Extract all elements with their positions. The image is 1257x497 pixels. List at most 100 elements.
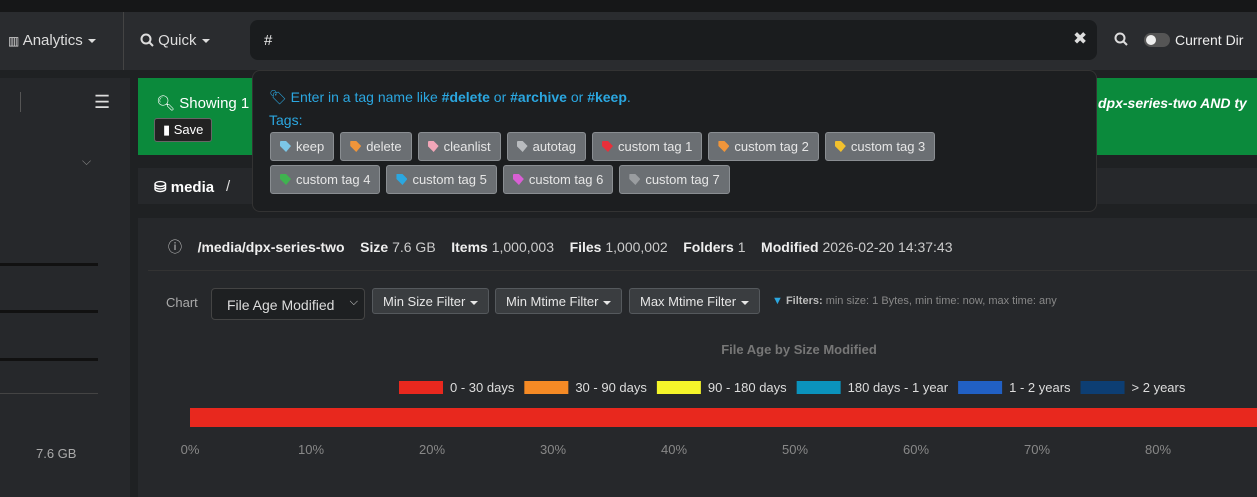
divider [123, 12, 124, 70]
max-mtime-filter[interactable]: Max Mtime Filter [629, 288, 761, 314]
tag-button[interactable]: custom tag 4 [270, 165, 381, 194]
x-tick-label: 10% [298, 442, 324, 457]
tag-button[interactable]: custom tag 1 [591, 132, 703, 161]
info-path: /media/dpx-series-two [197, 239, 345, 255]
filters: ▼ Filters: min size: 1 Bytes, min time: … [772, 295, 1057, 307]
tag-list: keep delete cleanlist autotag custom tag 1 cu… [270, 132, 980, 198]
sidebar-size: 7.6 GB [36, 446, 77, 461]
sep [148, 270, 1257, 271]
tag-hint: 🏷︎ Enter in a tag name like #delete or #… [269, 89, 631, 105]
tag-button[interactable]: autotag [506, 132, 586, 161]
tag-icon [280, 141, 291, 152]
save-button[interactable]: ▮ Save [154, 118, 213, 142]
tag-label: custom tag 6 [528, 172, 604, 187]
divider [20, 92, 21, 112]
card: ⓘ /media/dpx-series-two Size 7.6 GB Item… [138, 218, 1257, 497]
search-text: # [264, 32, 273, 49]
tag-label: custom tag 1 [617, 139, 693, 154]
chart: File Age by Size Modified 0 - 30 days 30 … [181, 342, 1257, 457]
tag-label: custom tag 7 [645, 172, 720, 187]
folders-value: 1 [737, 239, 746, 255]
x-tick-label: 40% [661, 442, 687, 457]
legend-swatch [958, 381, 1003, 394]
hint-end: . [626, 89, 631, 105]
tag-label: custom tag 2 [734, 139, 809, 154]
tag-button[interactable]: cleanlist [417, 132, 501, 161]
tag-icon [350, 141, 362, 152]
tags-label: Tags: [269, 112, 303, 128]
crumb-root[interactable]: ⛁ media [154, 179, 215, 196]
search-icon [140, 33, 154, 47]
items-label: Items [451, 239, 488, 255]
modified-label: Modified [761, 239, 819, 255]
min-size-filter[interactable]: Min Size Filter [372, 288, 490, 314]
info-line: ⓘ /media/dpx-series-two Size 7.6 GB Item… [168, 239, 953, 255]
crumb-root-label: media [170, 179, 215, 196]
tag-label: cleanlist [443, 139, 491, 154]
tag-button[interactable]: custom tag 5 [386, 165, 497, 194]
toggle[interactable] [1144, 33, 1170, 47]
alert-showing: 🔍︎ Showing 1 [156, 95, 250, 112]
x-tick-label: 30% [540, 442, 566, 457]
x-tick-label: 80% [1145, 442, 1171, 457]
tag-icon [834, 141, 846, 152]
tag-icon [280, 174, 291, 185]
sep [0, 310, 98, 313]
chart-select[interactable]: File Age Modified ⌵ [211, 288, 365, 320]
hint-tag: #keep [587, 89, 627, 105]
quick-menu[interactable]: Quick [140, 32, 210, 49]
search-box[interactable]: # ✖ [250, 20, 1097, 60]
folders-label: Folders [683, 239, 734, 255]
filters-label: Filters: [785, 295, 823, 307]
tag-icon [427, 141, 439, 152]
min-size-label: Min Size Filter [383, 294, 466, 309]
tag-button[interactable]: custom tag 6 [502, 165, 614, 194]
query-tail: dpx-series-two AND ty [1098, 95, 1247, 111]
search-button[interactable] [1114, 32, 1128, 46]
x-tick-label: 20% [419, 442, 445, 457]
hint-tag: #delete [441, 89, 490, 105]
min-mtime-label: Min Mtime Filter [506, 294, 599, 309]
chevron[interactable]: ⌵ [82, 154, 92, 168]
legend-label: 30 - 90 days [575, 380, 647, 395]
tag-label: custom tag 3 [850, 139, 926, 154]
tag-icon [516, 141, 528, 152]
legend-label: 0 - 30 days [450, 380, 515, 395]
tag-popover: 🏷︎ Enter in a tag name like #delete or #… [252, 70, 1097, 212]
window-strip [0, 0, 1257, 12]
tag-button[interactable]: delete [340, 132, 412, 161]
legend-swatch [1080, 381, 1125, 394]
hint-text: Enter in a tag name like [290, 89, 438, 105]
size-value: 7.6 GB [392, 239, 436, 255]
filters-text: min size: 1 Bytes, min time: now, max ti… [825, 295, 1057, 307]
tag-label: custom tag 5 [412, 172, 487, 187]
clear-button[interactable]: ✖ [1073, 29, 1088, 48]
min-mtime-filter[interactable]: Min Mtime Filter [495, 288, 623, 314]
menu-icon[interactable]: ☰ [94, 92, 111, 112]
files-label: Files [569, 239, 602, 255]
max-mtime-label: Max Mtime Filter [640, 294, 737, 309]
analytics-menu[interactable]: ▥ Analytics [8, 32, 96, 49]
legend-label: 1 - 2 years [1009, 380, 1071, 395]
tag-label: keep [296, 139, 325, 154]
showing-text: Showing 1 [179, 95, 250, 112]
hint-or: or [570, 89, 584, 105]
sep [0, 263, 98, 266]
x-tick-label: 60% [903, 442, 929, 457]
tag-icon [601, 141, 613, 152]
tag-button[interactable]: custom tag 2 [708, 132, 819, 161]
tag-button[interactable]: custom tag 7 [619, 165, 730, 194]
files-value: 1,000,002 [605, 239, 668, 255]
tag-icon [512, 174, 524, 185]
items-value: 1,000,003 [491, 239, 554, 255]
legend-swatch [524, 381, 569, 394]
tag-label: custom tag 4 [296, 172, 371, 187]
tag-label: delete [366, 139, 402, 154]
save-label: Save [173, 122, 204, 137]
tag-button[interactable]: custom tag 3 [824, 132, 936, 161]
tag-button[interactable]: keep [270, 132, 335, 161]
tag-icon [629, 174, 641, 185]
legend-label: > 2 years [1132, 380, 1186, 395]
x-tick-label: 0% [181, 442, 200, 457]
